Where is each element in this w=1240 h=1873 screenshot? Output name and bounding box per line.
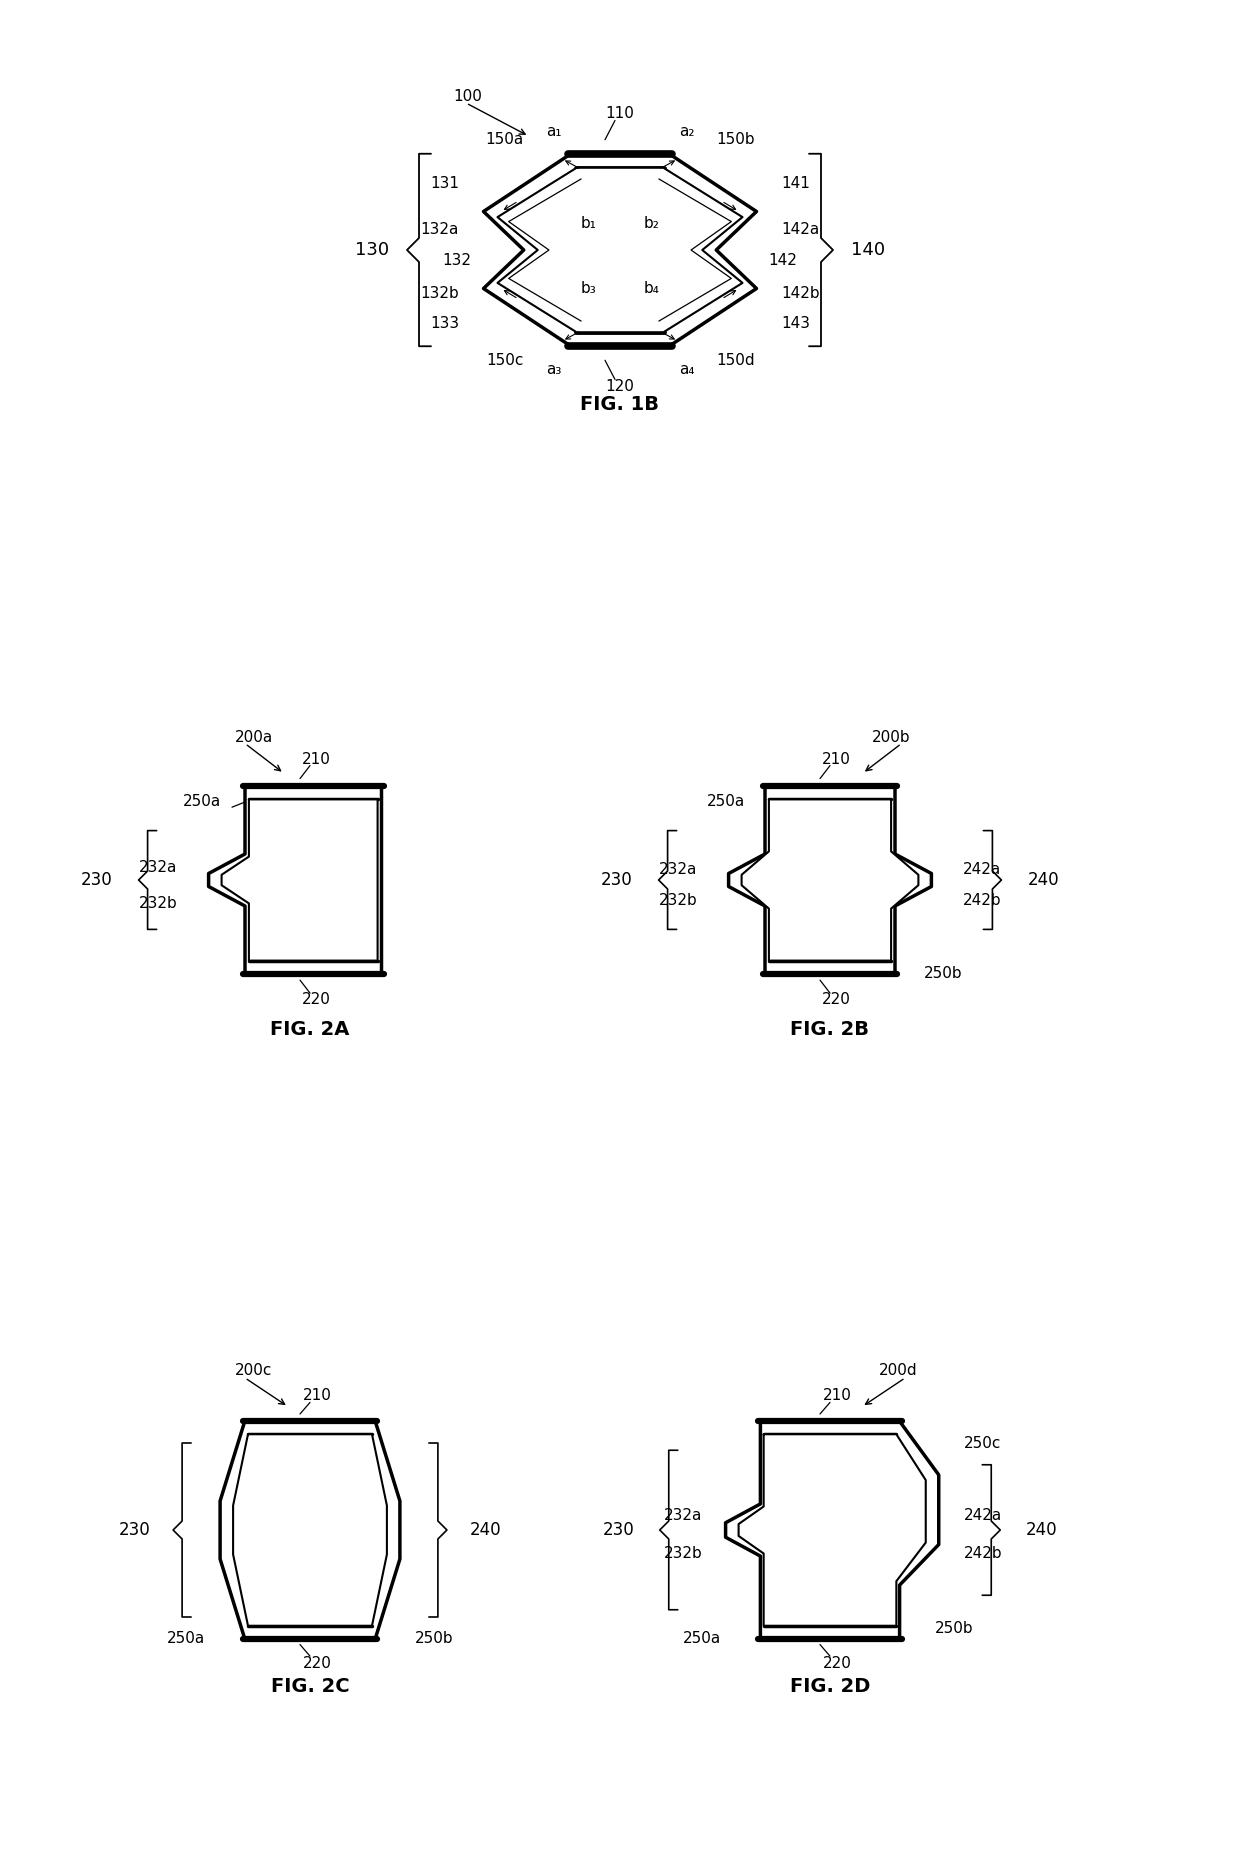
- Text: 142a: 142a: [781, 221, 820, 236]
- Text: 250b: 250b: [924, 966, 962, 981]
- Text: 230: 230: [603, 1521, 634, 1540]
- Text: 131: 131: [430, 176, 459, 191]
- Text: b₄: b₄: [644, 281, 660, 296]
- Text: 250a: 250a: [707, 794, 745, 809]
- Text: b₁: b₁: [580, 215, 596, 230]
- Text: 242b: 242b: [962, 893, 1001, 908]
- Text: 133: 133: [430, 317, 459, 332]
- Text: 220: 220: [303, 993, 331, 1008]
- Text: a₄: a₄: [678, 361, 694, 376]
- Text: 210: 210: [303, 751, 331, 766]
- Text: 242a: 242a: [963, 1508, 1002, 1523]
- Text: 232b: 232b: [658, 893, 697, 908]
- Text: 240: 240: [1025, 1521, 1058, 1540]
- Text: 232b: 232b: [139, 895, 177, 910]
- Text: FIG. 2D: FIG. 2D: [790, 1676, 870, 1697]
- Text: a₁: a₁: [546, 124, 562, 139]
- Text: 240: 240: [470, 1521, 501, 1540]
- Text: b₂: b₂: [644, 215, 660, 230]
- Text: a₃: a₃: [546, 361, 562, 376]
- Text: 242a: 242a: [962, 862, 1001, 877]
- Text: 150c: 150c: [486, 352, 523, 367]
- Text: 250c: 250c: [963, 1435, 1001, 1450]
- Text: 220: 220: [823, 1656, 852, 1671]
- Text: 132b: 132b: [420, 287, 459, 302]
- Text: 141: 141: [781, 176, 810, 191]
- Text: 200d: 200d: [878, 1364, 918, 1379]
- Text: 132: 132: [443, 253, 471, 268]
- Text: 220: 220: [303, 1656, 331, 1671]
- Text: FIG. 1B: FIG. 1B: [580, 395, 660, 414]
- Text: FIG. 2B: FIG. 2B: [791, 1021, 869, 1040]
- Text: 210: 210: [823, 1388, 852, 1403]
- Text: 100: 100: [454, 88, 482, 103]
- Text: 150d: 150d: [717, 352, 755, 367]
- Text: 120: 120: [605, 378, 635, 393]
- Text: 150b: 150b: [717, 133, 755, 148]
- Text: 220: 220: [822, 993, 851, 1008]
- Polygon shape: [208, 787, 382, 974]
- Polygon shape: [497, 169, 743, 332]
- Text: 142b: 142b: [781, 287, 820, 302]
- Text: 142: 142: [769, 253, 797, 268]
- Text: 200b: 200b: [872, 729, 910, 744]
- Polygon shape: [221, 1422, 399, 1639]
- Polygon shape: [484, 154, 756, 347]
- Text: 200c: 200c: [234, 1364, 272, 1379]
- Polygon shape: [729, 787, 931, 974]
- Text: 250a: 250a: [184, 794, 222, 809]
- Text: 210: 210: [303, 1388, 331, 1403]
- Text: FIG. 2A: FIG. 2A: [270, 1021, 350, 1040]
- Text: 132a: 132a: [420, 221, 459, 236]
- Text: 110: 110: [605, 107, 635, 122]
- Text: 242b: 242b: [963, 1545, 1002, 1560]
- Text: 232a: 232a: [665, 1508, 702, 1523]
- Text: 232a: 232a: [658, 862, 697, 877]
- Text: 250a: 250a: [683, 1631, 722, 1646]
- Text: 150a: 150a: [486, 133, 523, 148]
- Text: 140: 140: [851, 242, 885, 258]
- Text: a₂: a₂: [678, 124, 694, 139]
- Text: 250b: 250b: [935, 1622, 973, 1637]
- Text: 250a: 250a: [167, 1631, 206, 1646]
- Text: 232b: 232b: [663, 1545, 702, 1560]
- Polygon shape: [233, 1435, 387, 1626]
- Text: b₃: b₃: [580, 281, 596, 296]
- Text: 130: 130: [355, 242, 389, 258]
- Text: 230: 230: [119, 1521, 150, 1540]
- Polygon shape: [222, 800, 378, 961]
- Polygon shape: [742, 800, 919, 961]
- Text: 240: 240: [1028, 871, 1059, 890]
- Polygon shape: [725, 1422, 939, 1639]
- Text: FIG. 2C: FIG. 2C: [270, 1676, 350, 1697]
- Text: 230: 230: [81, 871, 113, 890]
- Text: 200a: 200a: [234, 729, 273, 744]
- Text: 232a: 232a: [139, 860, 177, 875]
- Text: 230: 230: [600, 871, 632, 890]
- Text: 143: 143: [781, 317, 810, 332]
- Text: 250b: 250b: [414, 1631, 453, 1646]
- Polygon shape: [739, 1435, 926, 1626]
- Text: 210: 210: [822, 751, 851, 766]
